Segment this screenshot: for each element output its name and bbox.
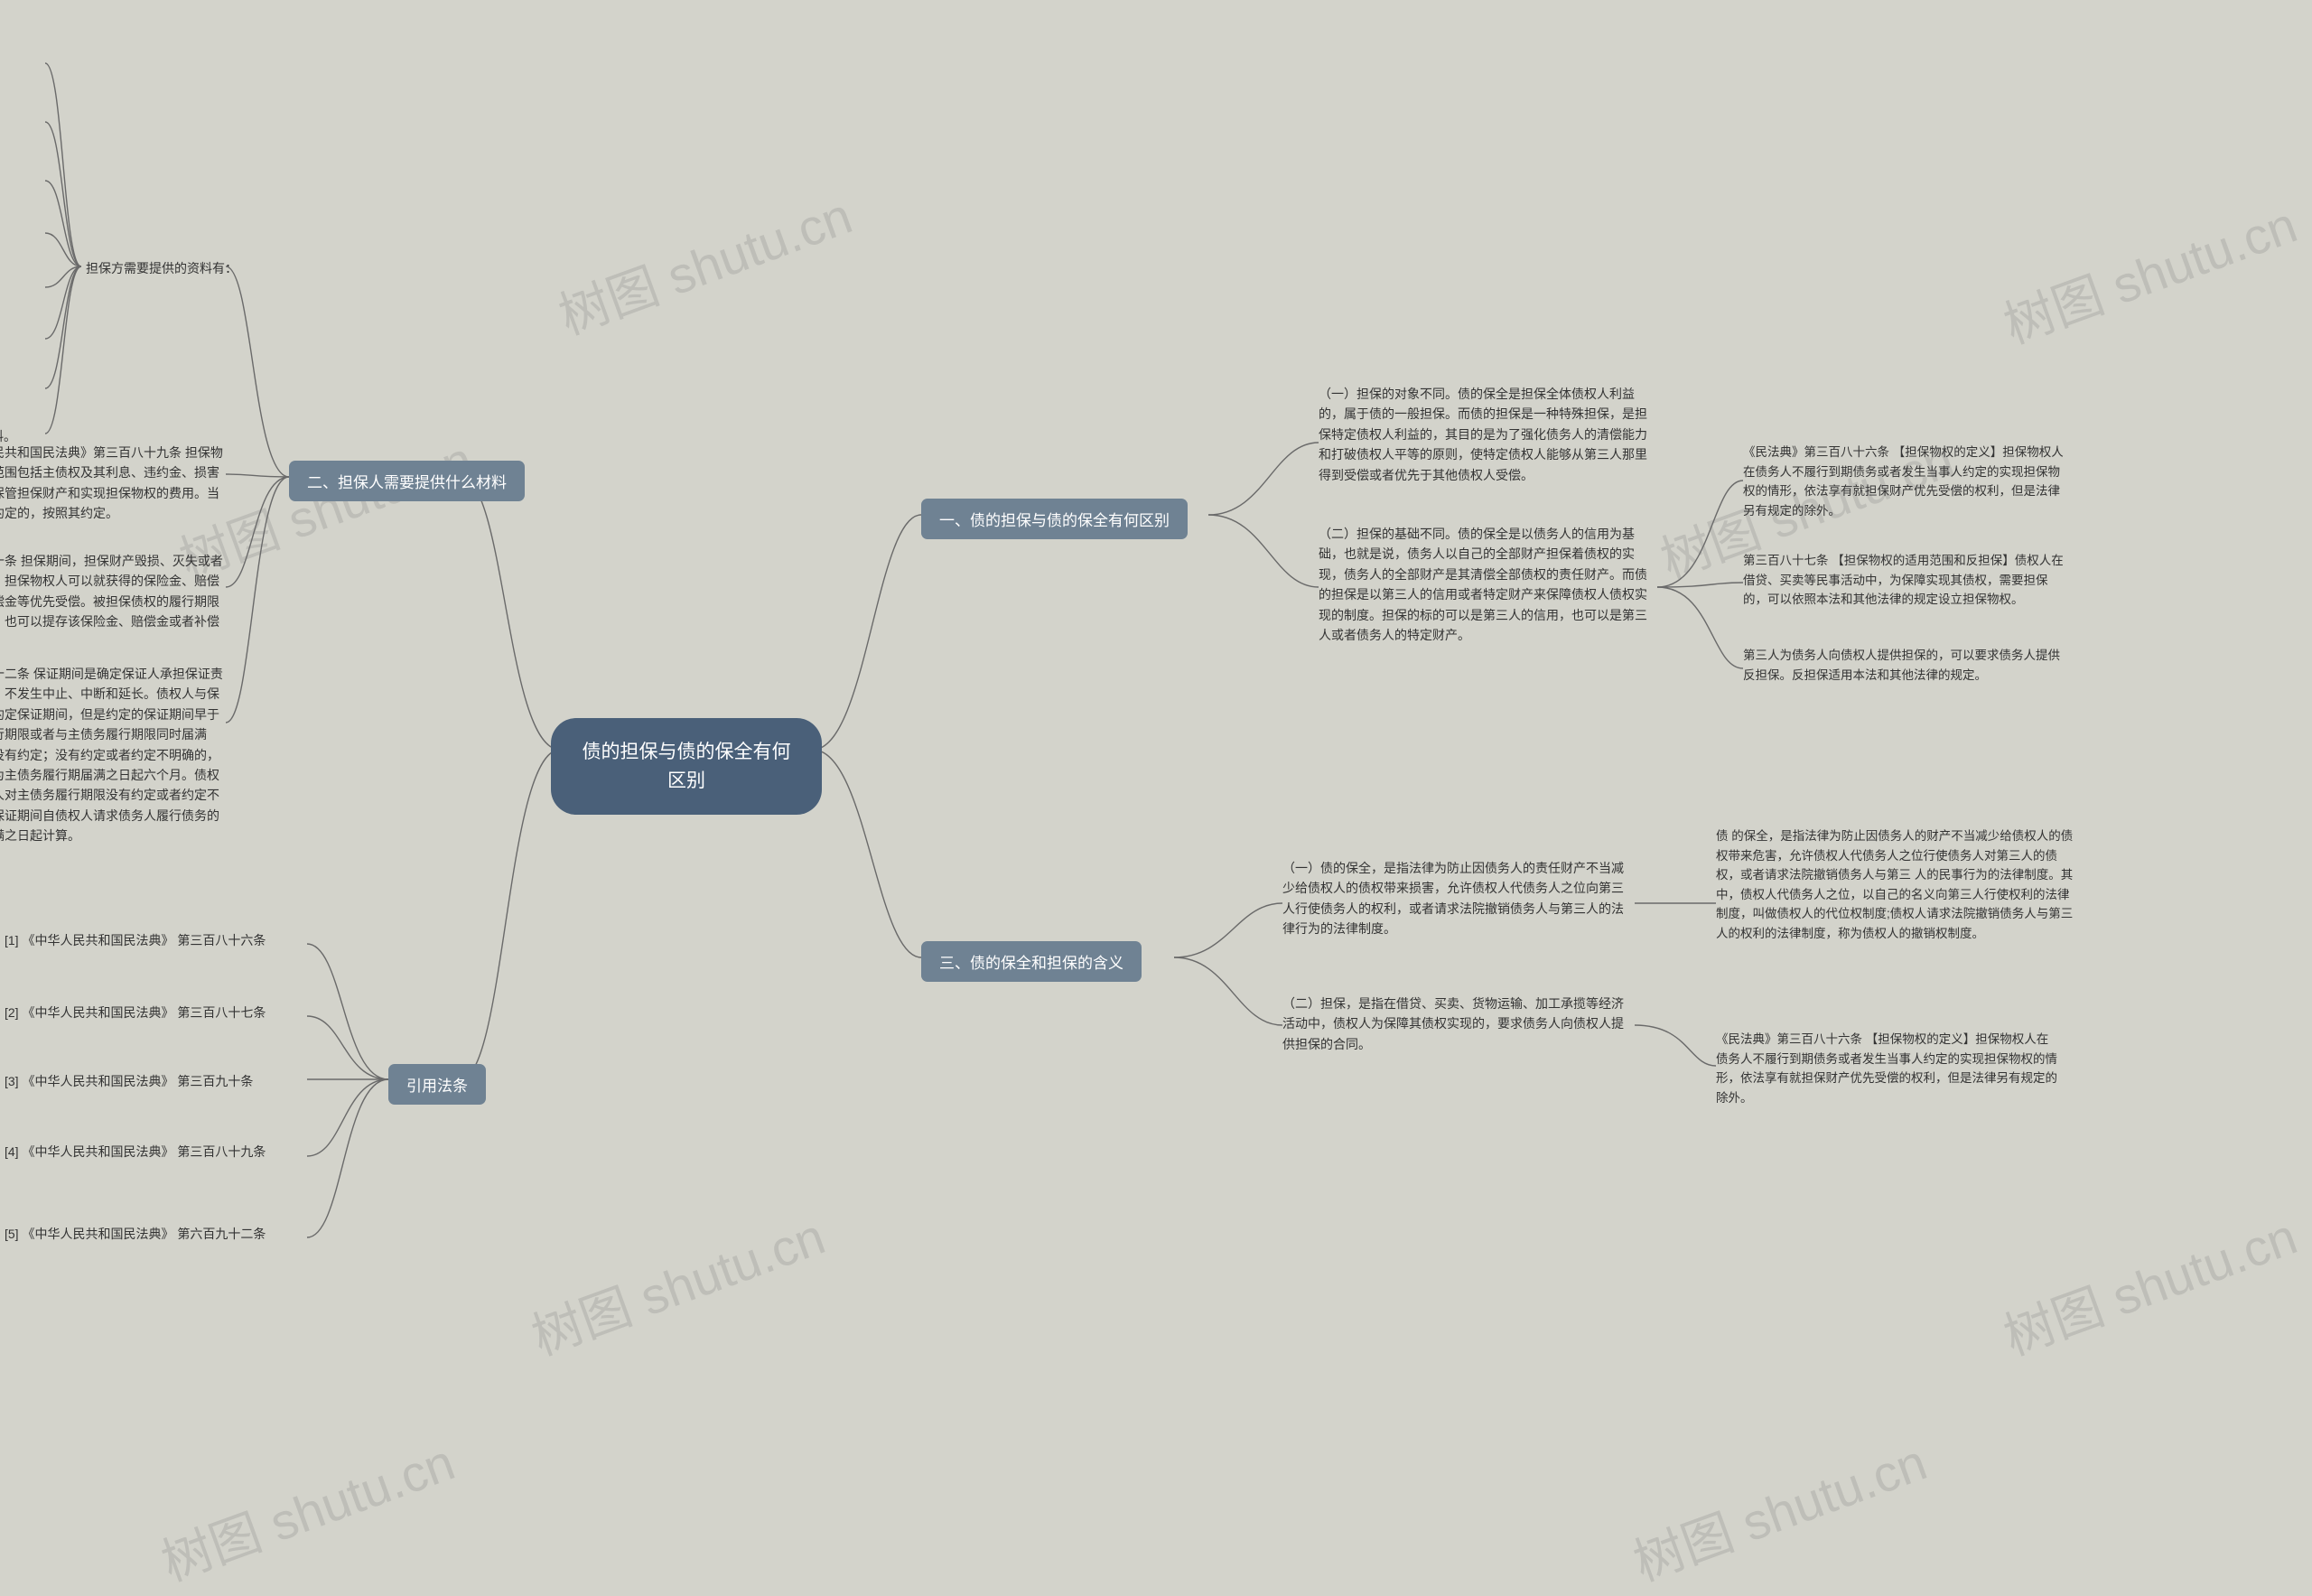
b3-leaf-1: （一）债的保全，是指法律为防止因债务人的责任财产不当减少给债权人的债权带来损害，… <box>1282 858 1630 939</box>
b2-m6: （六）担保人的收入证明材料； <box>0 331 54 350</box>
b1-leaf-2-sub3: 第三人为债务人向债权人提供担保的，可以要求债务人提供反担保。反担保适用本法和其他… <box>1743 646 2068 685</box>
root-title-line2: 区别 <box>582 767 791 796</box>
branch-4[interactable]: 引用法条 <box>388 1064 486 1105</box>
b2-m3: （三）担保人的结婚证以及复印件； <box>0 172 54 191</box>
b2-m4: （四）担保人的工资卡复印件； <box>0 226 54 246</box>
branch-1[interactable]: 一、债的担保与债的保全有何区别 <box>921 499 1188 539</box>
b2-p2: 第三百九十条 担保期间，担保财产毁损、灭失或者被征收等，担保物权人可以就获得的保… <box>0 551 230 652</box>
watermark: 树图 shutu.cn <box>1992 1196 2306 1369</box>
watermark: 树图 shutu.cn <box>1992 184 2306 358</box>
b1-leaf-1: （一）担保的对象不同。债的保全是担保全体债权人利益的，属于债的一般担保。而债的担… <box>1319 384 1653 485</box>
b1-leaf-2-sub1: 《民法典》第三百八十六条 【担保物权的定义】担保物权人在债务人不履行到期债务或者… <box>1743 443 2068 520</box>
b1-leaf-2-sub2: 第三百八十七条 【担保物权的适用范围和反担保】债权人在借贷、买卖等民事活动中，为… <box>1743 551 2068 610</box>
connector-lines <box>0 0 2312 1498</box>
b2-m5: （五）担保人的工作证明材料； <box>0 280 54 300</box>
b2-m2: （二）担保人的户口本以及复印件； <box>0 114 54 134</box>
b3-leaf-1-sub: 债 的保全，是指法律为防止因债务人的财产不当减少给债权人的债权带来危害，允许债权… <box>1716 826 2077 944</box>
root-node[interactable]: 债的担保与债的保全有何 区别 <box>551 718 822 815</box>
b4-c1: [1] 《中华人民共和国民法典》 第三百八十六条 <box>5 930 312 950</box>
b4-c2: [2] 《中华人民共和国民法典》 第三百八十七条 <box>5 1003 312 1022</box>
root-title-line1: 债的担保与债的保全有何 <box>582 738 791 767</box>
b2-p1: 《中华人民共和国民法典》第三百八十九条 担保物权的担保范围包括主债权及其利息、违… <box>0 443 230 524</box>
watermark: 树图 shutu.cn <box>547 175 861 349</box>
watermark: 树图 shutu.cn <box>520 1196 834 1369</box>
b2-m1: （一）担保人的身份证以及复印件； <box>0 56 54 76</box>
b2-m7: （七）抵押物他项权证书； <box>0 381 54 401</box>
b2-p3: 第六百九十二条 保证期间是确定保证人承担保证责任的期间，不发生中止、中断和延长。… <box>0 664 230 846</box>
branch-2[interactable]: 二、担保人需要提供什么材料 <box>289 461 525 501</box>
watermark: 树图 shutu.cn <box>150 1422 463 1595</box>
b1-leaf-2: （二）担保的基础不同。债的保全是以债务人的信用为基础，也就是说，债务人以自己的全… <box>1319 524 1653 645</box>
b3-leaf-2: （二）担保，是指在借贷、买卖、货物运输、加工承揽等经济活动中，债权人为保障其债权… <box>1282 994 1630 1054</box>
branch-3[interactable]: 三、债的保全和担保的含义 <box>921 941 1142 982</box>
b4-c4: [4] 《中华人民共和国民法典》 第三百八十九条 <box>5 1142 312 1162</box>
b2-materials-label: 担保方需要提供的资料有： <box>86 258 238 278</box>
watermark: 树图 shutu.cn <box>1622 1422 1935 1595</box>
b4-c5: [5] 《中华人民共和国民法典》 第六百九十二条 <box>5 1224 312 1244</box>
b4-c3: [3] 《中华人民共和国民法典》 第三百九十条 <box>5 1071 312 1091</box>
b3-leaf-2-sub: 《民法典》第三百八十六条 【担保物权的定义】担保物权人在债务人不履行到期债务或者… <box>1716 1030 2059 1107</box>
